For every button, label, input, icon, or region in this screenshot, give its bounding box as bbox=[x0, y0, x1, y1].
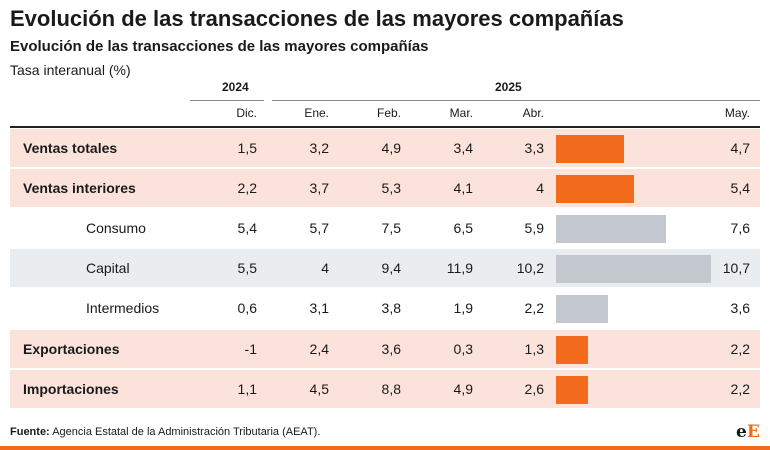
table-cell: 4,9 bbox=[453, 381, 473, 397]
table-cell: 3,6 bbox=[381, 341, 401, 357]
header-rule bbox=[10, 126, 760, 128]
table-cell: 1,5 bbox=[237, 140, 257, 156]
table-cell: 3,1 bbox=[309, 300, 329, 316]
table-cell: 2,6 bbox=[524, 381, 544, 397]
logo-part-1: e bbox=[736, 422, 747, 442]
unit-label: Tasa interanual (%) bbox=[10, 62, 131, 78]
bar-may bbox=[556, 135, 624, 163]
table-cell: 3,8 bbox=[381, 300, 401, 316]
table-cell: 2,2 bbox=[237, 180, 257, 196]
bar-value-label: 3,6 bbox=[730, 300, 750, 316]
table-cell: 8,8 bbox=[381, 381, 401, 397]
table-cell: 6,5 bbox=[453, 220, 473, 236]
bar-value-label: 2,2 bbox=[730, 381, 750, 397]
bar-value-label: 7,6 bbox=[730, 220, 750, 236]
table-row: Consumo 5,4 5,7 7,5 6,5 5,9 7,6 bbox=[10, 209, 760, 247]
table-cell: 4 bbox=[321, 260, 329, 276]
bar-may bbox=[556, 255, 711, 283]
column-header-2: Feb. bbox=[376, 106, 401, 120]
table-cell: 4,1 bbox=[453, 180, 473, 196]
table-cell: 10,2 bbox=[516, 260, 544, 276]
column-header-3: Mar. bbox=[449, 106, 473, 120]
table-cell: 1,1 bbox=[237, 381, 257, 397]
table-cell: 0,3 bbox=[453, 341, 473, 357]
table-row: Capital 5,5 4 9,4 11,9 10,2 10,7 bbox=[10, 249, 760, 287]
bar-value-label: 4,7 bbox=[730, 140, 750, 156]
table-cell: 7,5 bbox=[381, 220, 401, 236]
table-cell: 0,6 bbox=[237, 300, 257, 316]
table-cell: 3,2 bbox=[309, 140, 329, 156]
row-label: Consumo bbox=[86, 220, 146, 236]
table-cell: 5,7 bbox=[309, 220, 329, 236]
table-cell: 5,4 bbox=[237, 220, 257, 236]
table-cell: 1,9 bbox=[453, 300, 473, 316]
source-note: Fuente: Agencia Estatal de la Administra… bbox=[10, 426, 320, 438]
bar-may bbox=[556, 215, 666, 243]
table-cell: 9,4 bbox=[381, 260, 401, 276]
row-label: Capital bbox=[86, 260, 130, 276]
table-cell: 4,5 bbox=[309, 381, 329, 397]
column-header-1: Ene. bbox=[304, 106, 329, 120]
column-header-0: Dic. bbox=[236, 106, 257, 120]
table-row: Ventas interiores 2,2 3,7 5,3 4,1 4 5,4 bbox=[10, 169, 760, 207]
table-row: Intermedios 0,6 3,1 3,8 1,9 2,2 3,6 bbox=[10, 289, 760, 327]
row-label: Exportaciones bbox=[23, 341, 120, 357]
row-label: Importaciones bbox=[23, 381, 119, 397]
table-row: Importaciones 1,1 4,5 8,8 4,9 2,6 2,2 bbox=[10, 370, 760, 408]
table-cell: 5,5 bbox=[237, 260, 257, 276]
row-label: Intermedios bbox=[86, 300, 160, 316]
table-row: Exportaciones -1 2,4 3,6 0,3 1,3 2,2 bbox=[10, 330, 760, 368]
table-cell: 4,9 bbox=[381, 140, 401, 156]
brand-logo: eE bbox=[736, 422, 760, 442]
source-text: Agencia Estatal de la Administración Tri… bbox=[52, 426, 321, 438]
year-label-2024: 2024 bbox=[222, 80, 249, 94]
year-rule-2025 bbox=[272, 100, 760, 101]
table-cell: 2,4 bbox=[309, 341, 329, 357]
table-cell: 5,9 bbox=[524, 220, 544, 236]
bar-value-label: 2,2 bbox=[730, 341, 750, 357]
table-cell: 5,3 bbox=[381, 180, 401, 196]
bar-may bbox=[556, 295, 608, 323]
table-cell: 3,3 bbox=[524, 140, 544, 156]
bar-may bbox=[556, 376, 588, 404]
row-label: Ventas totales bbox=[23, 140, 118, 156]
bar-may bbox=[556, 175, 634, 203]
source-label: Fuente: bbox=[10, 426, 50, 438]
bar-value-label: 5,4 bbox=[730, 180, 750, 196]
table-cell: 2,2 bbox=[524, 300, 544, 316]
year-label-2025: 2025 bbox=[495, 80, 522, 94]
bar-value-label: 10,7 bbox=[722, 260, 750, 276]
column-header-5: May. bbox=[724, 106, 750, 120]
table-cell: 3,7 bbox=[309, 180, 329, 196]
chart-subtitle: Evolución de las transacciones de las ma… bbox=[10, 38, 429, 55]
logo-part-2: E bbox=[746, 422, 760, 442]
bar-may bbox=[556, 336, 588, 364]
row-label: Ventas interiores bbox=[23, 180, 136, 196]
bottom-accent-rule bbox=[0, 446, 770, 450]
chart-title: Evolución de las transacciones de las ma… bbox=[10, 6, 624, 31]
table-cell: -1 bbox=[244, 341, 257, 357]
table-cell: 3,4 bbox=[453, 140, 473, 156]
table-cell: 11,9 bbox=[446, 260, 473, 276]
table-cell: 4 bbox=[536, 180, 544, 196]
column-header-4: Abr. bbox=[522, 106, 544, 120]
table-cell: 1,3 bbox=[524, 341, 544, 357]
year-rule-2024 bbox=[190, 100, 264, 101]
table-row: Ventas totales 1,5 3,2 4,9 3,4 3,3 4,7 bbox=[10, 129, 760, 167]
